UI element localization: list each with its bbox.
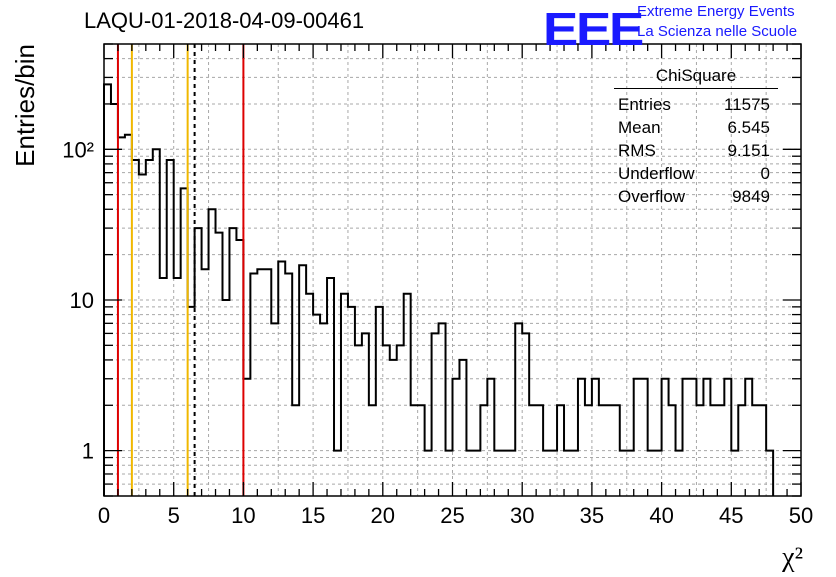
- stats-label: Underflow: [618, 164, 695, 183]
- logo-line-1: Extreme Energy Events: [637, 3, 795, 20]
- stats-title: ChiSquare: [614, 66, 778, 89]
- stats-label: Overflow: [618, 187, 686, 206]
- x-tick-label: 5: [168, 503, 180, 528]
- logo-line-2: La Scienza nelle Scuole: [637, 23, 798, 40]
- eee-logo-mark: EEE: [543, 3, 644, 55]
- stats-row-rms: RMS 9.151: [614, 139, 778, 162]
- stats-label: Mean: [618, 118, 661, 137]
- x-tick-label: 20: [371, 503, 395, 528]
- y-axis-label: Entries/bin: [10, 44, 40, 167]
- stats-value: 9.151: [727, 141, 770, 160]
- stats-row-overflow: Overflow 9849: [614, 185, 778, 208]
- x-tick-label: 45: [719, 503, 743, 528]
- y-tick-label: 10²: [62, 137, 94, 162]
- y-tick-label: 1: [82, 439, 94, 464]
- histogram-outline: [103, 83, 775, 496]
- x-tick-label: 0: [98, 503, 110, 528]
- stats-label: Entries: [618, 95, 671, 114]
- x-tick-label: 10: [231, 503, 255, 528]
- x-tick-label: 25: [440, 503, 464, 528]
- y-tick-label: 10: [70, 288, 94, 313]
- stats-value: 0: [760, 164, 770, 183]
- stats-box: ChiSquare Entries 11575 Mean 6.545 RMS 9…: [614, 66, 778, 208]
- stats-value: 6.545: [727, 118, 770, 137]
- stats-label: RMS: [618, 141, 656, 160]
- x-axis-label: χ²: [781, 542, 803, 572]
- x-tick-label: 30: [510, 503, 534, 528]
- stats-row-mean: Mean 6.545: [614, 116, 778, 139]
- x-tick-label: 40: [649, 503, 673, 528]
- stats-row-entries: Entries 11575: [614, 93, 778, 116]
- x-tick-label: 50: [789, 503, 813, 528]
- stats-value: 9849: [732, 187, 770, 206]
- stats-value: 11575: [723, 95, 770, 114]
- stats-row-underflow: Underflow 0: [614, 162, 778, 185]
- chart-title: LAQU-01-2018-04-09-00461: [84, 8, 365, 33]
- x-tick-label: 15: [301, 503, 325, 528]
- x-tick-label: 35: [580, 503, 604, 528]
